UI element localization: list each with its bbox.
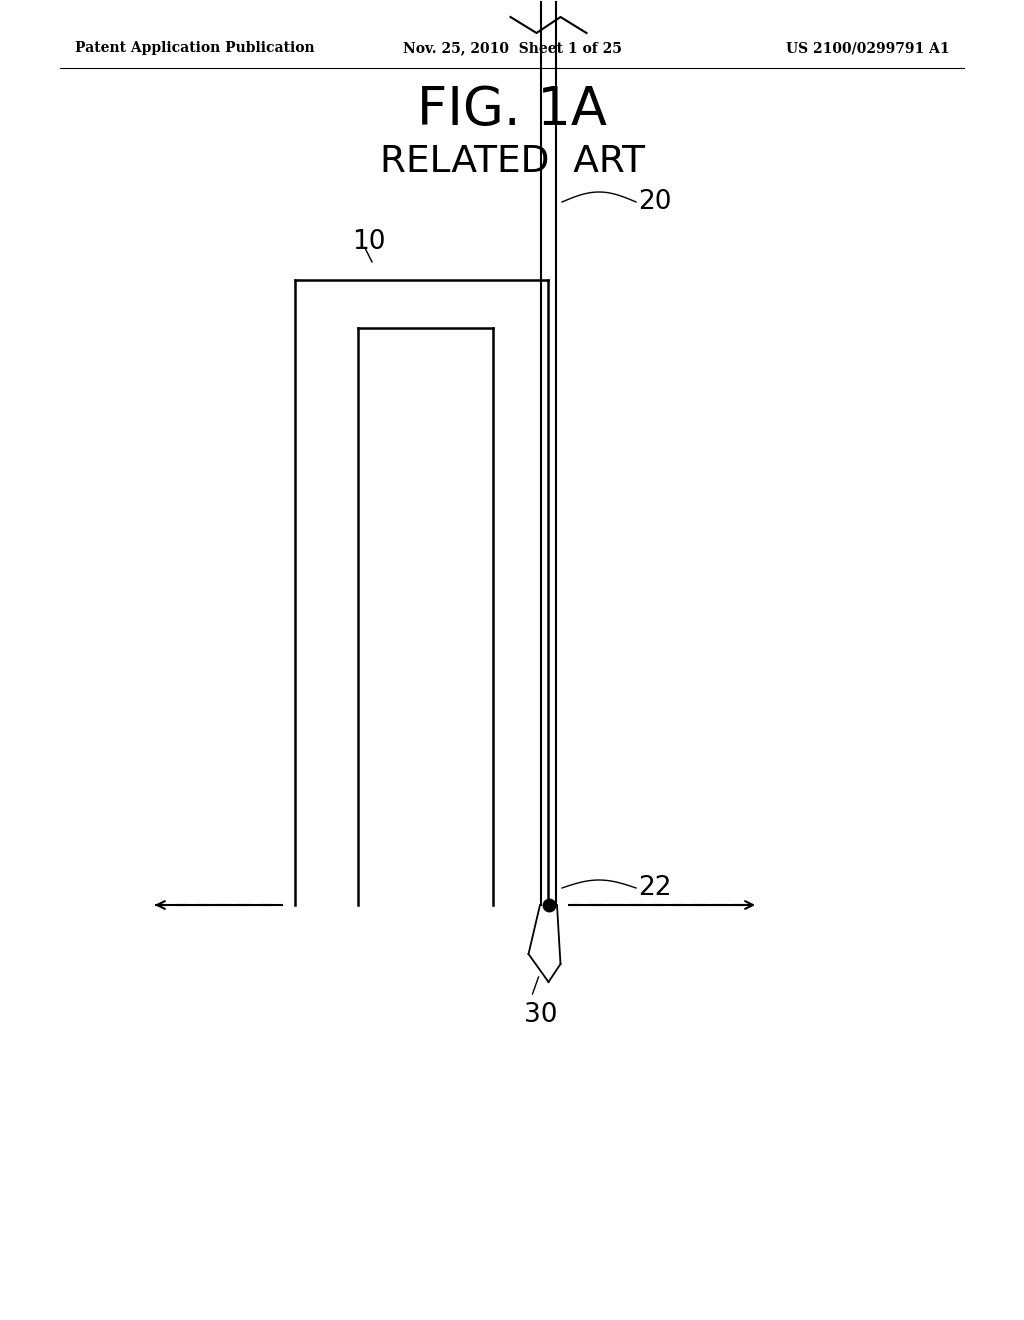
Text: RELATED  ART: RELATED ART: [380, 144, 644, 180]
Text: US 2100/0299791 A1: US 2100/0299791 A1: [786, 41, 950, 55]
Text: 22: 22: [638, 875, 672, 902]
Text: Patent Application Publication: Patent Application Publication: [75, 41, 314, 55]
Text: FIG. 1A: FIG. 1A: [417, 84, 607, 136]
Text: Nov. 25, 2010  Sheet 1 of 25: Nov. 25, 2010 Sheet 1 of 25: [402, 41, 622, 55]
Text: 10: 10: [352, 228, 385, 255]
Text: 30: 30: [523, 1002, 557, 1028]
Text: 20: 20: [638, 189, 672, 215]
